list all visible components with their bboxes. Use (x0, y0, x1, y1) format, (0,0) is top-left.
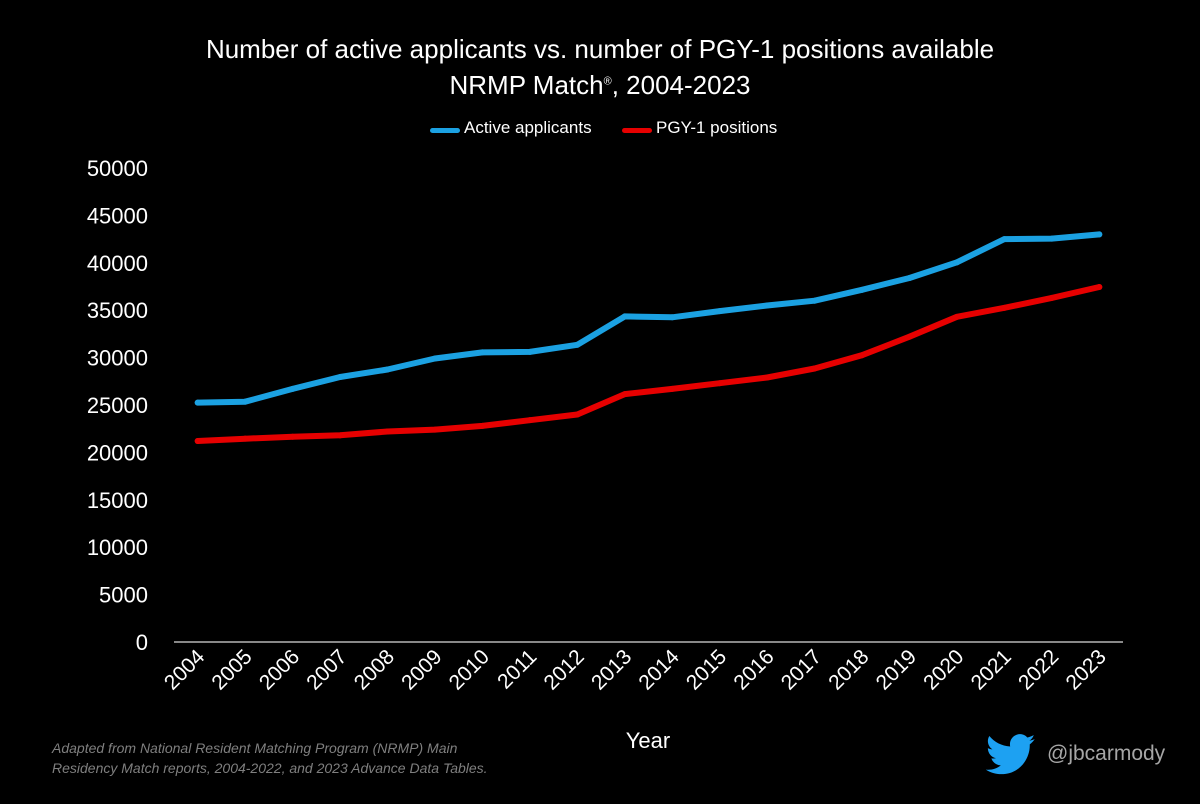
twitter-bird-icon (986, 734, 1036, 775)
data-point-pgy1-positions (337, 432, 344, 439)
y-tick-label: 45000 (87, 203, 148, 228)
data-point-pgy1-positions (859, 352, 866, 359)
x-tick-label: 2011 (493, 645, 541, 693)
x-tick-label: 2018 (824, 645, 873, 694)
registered-mark: ® (603, 75, 612, 88)
y-tick-label: 50000 (87, 156, 148, 181)
data-point-active-applicants (479, 349, 486, 356)
subtitle-main: NRMP Match (449, 70, 604, 100)
legend-swatch-active-applicants (430, 128, 460, 133)
data-point-pgy1-positions (669, 385, 676, 392)
data-point-active-applicants (764, 302, 771, 309)
x-tick-label: 2022 (1014, 645, 1063, 694)
data-point-pgy1-positions (1096, 283, 1103, 290)
x-tick-label: 2006 (255, 645, 304, 694)
y-tick-label: 0 (136, 630, 148, 655)
data-point-active-applicants (1001, 236, 1008, 243)
series-line-pgy1-positions (194, 284, 1103, 444)
twitter-handle: @jbcarmody (1047, 742, 1166, 765)
data-point-active-applicants (1048, 235, 1055, 242)
x-tick-label: 2013 (587, 645, 636, 694)
footnote-line-1: Adapted from National Resident Matching … (52, 740, 458, 756)
data-point-pgy1-positions (526, 417, 533, 424)
data-point-active-applicants (574, 341, 581, 348)
chart-subtitle: NRMP Match®, 2004-2023 (0, 70, 1200, 101)
x-tick-label: 2004 (160, 645, 210, 695)
source-footnote: Adapted from National Resident Matching … (52, 738, 572, 778)
footnote-line-2: Residency Match reports, 2004-2022, and … (52, 760, 488, 776)
data-point-active-applicants (811, 297, 818, 304)
chart-title: Number of active applicants vs. number o… (205, 34, 995, 64)
data-point-active-applicants (289, 385, 296, 392)
data-point-pgy1-positions (384, 428, 391, 435)
x-tick-label: 2012 (540, 645, 589, 694)
data-point-pgy1-positions (621, 391, 628, 398)
data-point-active-applicants (194, 399, 201, 406)
data-point-active-applicants (242, 398, 249, 405)
data-point-active-applicants (669, 314, 676, 321)
x-tick-label: 2017 (777, 645, 826, 694)
data-point-pgy1-positions (479, 422, 486, 429)
x-axis-title: Year (626, 728, 670, 753)
data-point-pgy1-positions (1048, 294, 1055, 301)
data-point-pgy1-positions (811, 365, 818, 372)
data-point-pgy1-positions (194, 438, 201, 445)
x-tick-label: 2009 (397, 645, 446, 694)
y-tick-label: 15000 (87, 488, 148, 513)
data-point-pgy1-positions (289, 433, 296, 440)
x-tick-label: 2015 (682, 645, 731, 694)
chart-legend: Active applicants PGY-1 positions (0, 118, 1200, 142)
y-tick-label: 5000 (99, 583, 148, 608)
x-tick-label: 2005 (207, 645, 256, 694)
y-tick-label: 20000 (87, 440, 148, 465)
series-line-active-applicants (194, 231, 1103, 406)
y-tick-label: 25000 (87, 393, 148, 418)
x-tick-label: 2014 (634, 645, 684, 695)
data-point-active-applicants (1096, 231, 1103, 238)
x-tick-label: 2021 (967, 645, 1016, 694)
data-point-pgy1-positions (953, 313, 960, 320)
data-point-active-applicants (384, 366, 391, 373)
data-point-pgy1-positions (574, 411, 581, 418)
data-point-active-applicants (906, 274, 913, 281)
data-point-active-applicants (431, 355, 438, 362)
x-tick-label: 2007 (302, 645, 351, 694)
x-tick-label: 2010 (445, 645, 494, 694)
data-point-active-applicants (953, 259, 960, 266)
x-tick-label: 2020 (919, 645, 968, 694)
x-tick-label: 2016 (729, 645, 778, 694)
data-point-pgy1-positions (242, 435, 249, 442)
legend-label-pgy1-positions: PGY-1 positions (656, 118, 778, 137)
data-point-pgy1-positions (1001, 304, 1008, 311)
x-tick-label: 2023 (1062, 645, 1111, 694)
x-tick-label: 2019 (872, 645, 921, 694)
data-point-pgy1-positions (764, 374, 771, 381)
x-tick-label: 2008 (350, 645, 399, 694)
data-point-active-applicants (716, 308, 723, 315)
legend-swatch-pgy1-positions (622, 128, 652, 133)
y-tick-label: 40000 (87, 251, 148, 276)
data-point-active-applicants (526, 348, 533, 355)
y-tick-label: 10000 (87, 535, 148, 560)
data-point-pgy1-positions (906, 333, 913, 340)
data-point-active-applicants (621, 313, 628, 320)
data-point-active-applicants (337, 374, 344, 381)
data-point-active-applicants (859, 286, 866, 293)
subtitle-years: , 2004-2023 (611, 70, 751, 100)
y-tick-label: 30000 (87, 346, 148, 371)
data-point-pgy1-positions (431, 426, 438, 433)
data-point-pgy1-positions (716, 380, 723, 387)
y-tick-label: 35000 (87, 298, 148, 323)
legend-label-active-applicants: Active applicants (464, 118, 592, 137)
